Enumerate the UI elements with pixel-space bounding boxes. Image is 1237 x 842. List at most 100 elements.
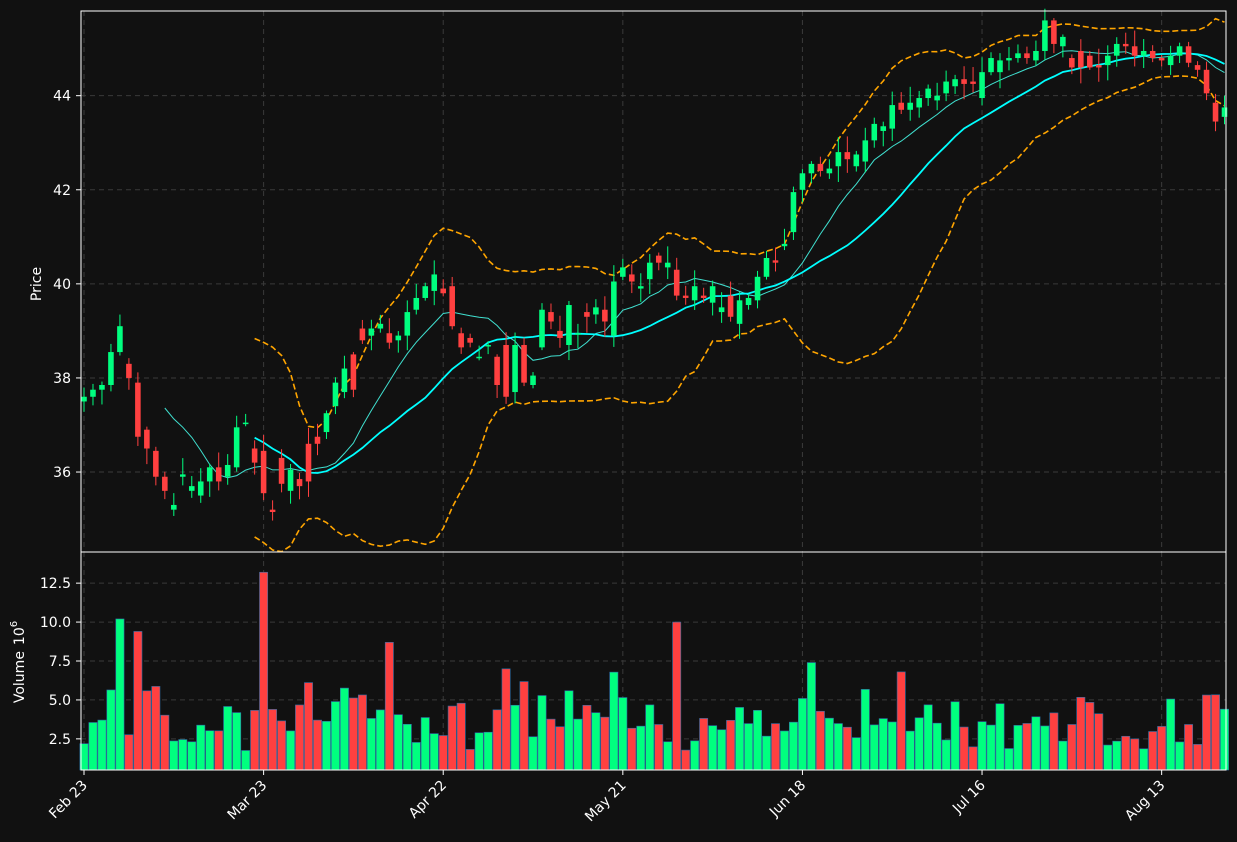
candle — [413, 283, 420, 315]
candle-body — [503, 345, 509, 397]
candle — [772, 247, 779, 272]
candle-body — [682, 295, 689, 298]
candle — [862, 127, 869, 173]
candle — [1060, 34, 1066, 58]
candle — [709, 280, 716, 316]
candle-body — [1158, 58, 1165, 61]
volume-bar — [142, 690, 152, 771]
candle-body — [979, 72, 985, 99]
candle — [188, 476, 195, 498]
volume-bar — [591, 712, 601, 771]
candle — [197, 468, 204, 503]
volume-bar — [1094, 713, 1104, 771]
volume-bar — [133, 631, 143, 771]
volume-bar — [1067, 724, 1077, 771]
volume-bar — [492, 709, 502, 771]
candle — [602, 296, 608, 337]
candle — [206, 463, 213, 497]
candle — [251, 440, 258, 475]
volume-bar — [124, 734, 134, 771]
candle — [485, 341, 491, 355]
candles — [81, 8, 1228, 521]
candle — [844, 136, 851, 173]
candle — [539, 303, 545, 351]
candle — [359, 319, 366, 344]
candle — [853, 150, 860, 172]
candle-body — [368, 328, 375, 336]
volume-bar — [762, 735, 771, 771]
candle-body — [1212, 102, 1219, 122]
candle-body — [602, 309, 608, 322]
volume-bar — [510, 704, 520, 771]
candle-body — [305, 443, 312, 482]
volume-bar — [357, 694, 367, 771]
volume-multiplier-exponent: 6 — [9, 621, 20, 627]
candle-body — [413, 297, 420, 310]
candle — [934, 82, 940, 111]
volume-bar — [420, 717, 430, 771]
volume-bar — [1175, 741, 1185, 771]
candle-body — [1113, 43, 1120, 56]
candle — [494, 354, 500, 399]
candle-body — [233, 427, 240, 468]
candle — [1024, 46, 1030, 64]
candle — [458, 327, 464, 354]
upper-band-line — [254, 17, 1225, 429]
candle — [1212, 93, 1219, 132]
volume-bar — [833, 723, 843, 771]
volume-bar — [1139, 748, 1149, 771]
candle — [386, 318, 393, 349]
candle — [808, 161, 815, 184]
candle — [682, 285, 689, 305]
volume-bar — [348, 697, 358, 771]
volume-bar — [88, 722, 98, 771]
volume-bar — [1031, 716, 1041, 771]
candle — [242, 413, 249, 427]
candle — [278, 449, 285, 493]
volume-bar — [331, 701, 340, 771]
volume-bar — [1112, 740, 1122, 771]
volume-bar — [600, 716, 610, 771]
volume-bar — [322, 721, 331, 771]
volume-bar — [914, 717, 924, 771]
candle-body — [126, 363, 132, 378]
candle-body — [242, 422, 249, 425]
candle — [368, 319, 375, 351]
volume-bar — [1202, 694, 1211, 771]
candle-body — [1087, 55, 1093, 68]
candle — [1096, 48, 1102, 82]
volume-bar — [1013, 725, 1023, 771]
volume-bar — [995, 703, 1005, 771]
volume-bar — [241, 750, 251, 771]
candle-body — [817, 163, 824, 171]
candle — [1006, 47, 1012, 71]
candle — [126, 358, 132, 390]
candle-body — [826, 168, 833, 174]
volume-tick-label: 10.0 — [40, 615, 71, 631]
candle — [1042, 8, 1048, 61]
volume-bar — [402, 723, 412, 771]
volume-bar — [869, 724, 879, 771]
volume-bar — [250, 710, 260, 771]
candle-body — [1033, 50, 1039, 61]
candle — [503, 332, 509, 404]
candle-body — [790, 192, 797, 233]
volume-bar — [824, 717, 834, 771]
candle-body — [763, 257, 770, 277]
candle-body — [377, 323, 384, 329]
candle — [889, 91, 896, 141]
candle — [171, 493, 177, 516]
candle — [736, 292, 743, 339]
candle — [916, 90, 922, 118]
volume-bar — [699, 718, 709, 771]
candle — [1158, 54, 1165, 67]
candle-body — [521, 345, 527, 383]
candle-body — [853, 154, 860, 167]
candle — [135, 372, 141, 446]
volume-axis-label: Volume — [12, 651, 28, 703]
candle-body — [1015, 53, 1021, 59]
candle-body — [593, 307, 599, 315]
candle-body — [215, 467, 222, 482]
candle-body — [898, 102, 904, 110]
volume-bar — [690, 740, 700, 771]
